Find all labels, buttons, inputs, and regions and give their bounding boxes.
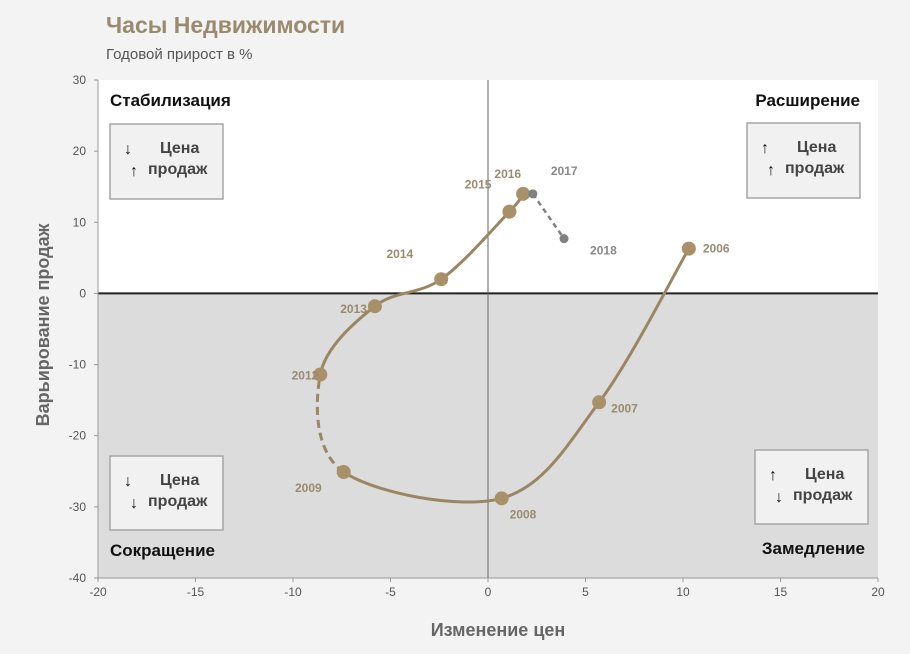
y-tick-label: -10 — [69, 358, 87, 372]
point-label-2013: 2013 — [340, 302, 367, 316]
x-tick-label: 5 — [582, 585, 589, 599]
y-tick-label: -20 — [69, 429, 87, 443]
point-label-2015: 2015 — [465, 178, 492, 192]
data-point-2007 — [592, 395, 607, 410]
y-tick-label: 30 — [73, 73, 87, 87]
data-point-2014 — [434, 272, 449, 287]
series-line-2009-2012 — [315, 374, 345, 474]
x-tick-label: -15 — [187, 585, 205, 599]
x-tick-label: 10 — [676, 585, 690, 599]
projection-line-2018 — [531, 193, 566, 240]
x-tick-label: 0 — [485, 585, 492, 599]
y-tick-label: 0 — [79, 286, 86, 300]
y-tick-label: 10 — [73, 215, 87, 229]
point-label-2014: 2014 — [386, 247, 413, 261]
quadrant-box-top-right — [746, 122, 861, 199]
point-label-2009: 2009 — [295, 481, 322, 495]
x-tick-label: 20 — [871, 585, 885, 599]
chart-title: Часы Недвижимости — [106, 12, 346, 38]
series-line-2006-2009 — [342, 247, 691, 504]
box-line-sales: продаж — [148, 161, 208, 178]
arrow-icon: ↓ — [775, 489, 783, 506]
data-point-2015 — [502, 204, 517, 219]
box-line-price: Цена — [160, 140, 199, 157]
point-label-2006: 2006 — [703, 242, 730, 256]
point-label-2007: 2007 — [611, 401, 638, 415]
data-point-2008 — [494, 491, 509, 506]
chart-subtitle: Годовой прирост в % — [106, 46, 253, 63]
arrow-icon: ↓ — [130, 495, 138, 512]
point-label-2008: 2008 — [510, 507, 537, 521]
arrow-icon: ↑ — [130, 163, 138, 180]
arrow-icon: ↓ — [124, 473, 132, 490]
x-tick-label: -20 — [89, 585, 107, 599]
data-point-2012 — [313, 367, 328, 382]
y-tick-label: -30 — [69, 500, 87, 514]
point-label-2016: 2016 — [494, 167, 521, 181]
arrow-icon: ↑ — [769, 467, 777, 484]
data-point-2016 — [516, 186, 531, 201]
arrow-icon: ↓ — [124, 141, 132, 158]
quadrant-box-bottom-left — [109, 455, 224, 531]
box-line-sales: продаж — [793, 487, 853, 504]
y-tick-label: -40 — [69, 571, 87, 585]
arrow-icon: ↑ — [767, 162, 775, 179]
box-line-sales: продаж — [148, 493, 208, 510]
arrow-icon: ↑ — [761, 140, 769, 157]
data-point-2018 — [559, 234, 569, 244]
data-point-2009 — [336, 464, 351, 479]
data-point-2006 — [681, 241, 696, 256]
y-tick-label: 20 — [73, 144, 87, 158]
box-line-price: Цена — [160, 472, 199, 489]
quadrant-label-bottom-left: Сокращение — [110, 541, 215, 560]
x-axis-label: Изменение цен — [431, 620, 566, 640]
point-label-2012: 2012 — [292, 369, 319, 383]
point-label-2017: 2017 — [551, 164, 578, 178]
x-tick-label: -10 — [284, 585, 302, 599]
y-axis-label: Варьирование продаж — [33, 223, 53, 426]
x-tick-label: 15 — [774, 585, 788, 599]
point-label-2018: 2018 — [590, 244, 617, 258]
box-line-sales: продаж — [785, 160, 845, 177]
quadrant-label-top-right: Расширение — [755, 91, 860, 110]
quadrant-label-bottom-right: Замедление — [762, 539, 865, 558]
quadrant-label-top-left: Стабилизация — [110, 91, 231, 110]
data-point-2013 — [367, 299, 382, 314]
quadrant-box-bottom-right — [754, 449, 869, 525]
box-line-price: Цена — [797, 139, 836, 156]
x-tick-label: -5 — [385, 585, 396, 599]
box-line-price: Цена — [805, 466, 844, 483]
quadrant-box-top-left — [109, 123, 224, 200]
data-point-2017 — [528, 189, 538, 199]
